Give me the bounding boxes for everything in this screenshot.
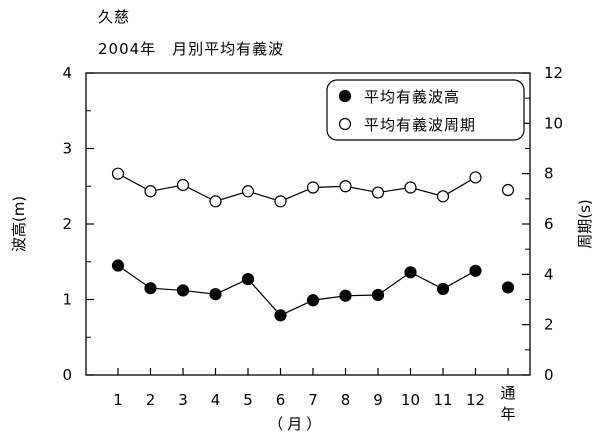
x-axis-title: （月） xyxy=(268,415,325,433)
series-1-point xyxy=(144,282,157,295)
series-1-point xyxy=(209,288,222,301)
right-axis-tick-label: 8 xyxy=(544,165,554,183)
left-axis-tick-label: 4 xyxy=(62,64,72,82)
series-2-point xyxy=(371,186,385,199)
series-1-annual-point xyxy=(501,281,515,294)
right-axis-tick-label: 2 xyxy=(544,316,554,334)
series-2-point xyxy=(436,190,450,203)
series-2-point xyxy=(306,181,320,194)
series-2-point xyxy=(209,195,222,208)
series-2-annual-point xyxy=(501,183,515,197)
chart-location-title: 久慈 xyxy=(98,8,131,26)
x-axis-tick-label: 8 xyxy=(341,391,351,409)
x-axis-tick-label: 4 xyxy=(211,391,221,409)
right-axis-tick-label: 12 xyxy=(544,64,563,82)
right-axis-tick-label: 10 xyxy=(544,114,563,132)
series-1-point xyxy=(111,259,125,272)
series-line-1 xyxy=(117,265,476,317)
series-1-point xyxy=(469,264,482,277)
series-2-point xyxy=(111,167,125,180)
left-axis-title: 波高(m) xyxy=(10,196,28,252)
left-axis-tick-label: 1 xyxy=(62,291,72,309)
x-axis-tick-label: 3 xyxy=(178,391,188,409)
x-axis-annual-label-bottom: 年 xyxy=(500,405,515,423)
series-1-point xyxy=(241,273,255,286)
series-2-point xyxy=(469,171,482,184)
x-axis-tick-label: 9 xyxy=(373,391,383,409)
series-1-point xyxy=(404,266,417,279)
legend-marker-1 xyxy=(338,89,352,103)
legend-label-1: 平均有義波高 xyxy=(364,88,460,106)
series-2-point xyxy=(404,181,417,194)
x-axis-annual-label-top: 通 xyxy=(500,384,515,402)
series-2-point xyxy=(176,178,190,192)
series-1-point xyxy=(371,288,385,302)
series-1-point xyxy=(339,289,352,302)
series-2-point xyxy=(241,185,255,198)
series-1-point xyxy=(436,282,450,296)
series-line-2 xyxy=(117,173,476,202)
series-1-point xyxy=(274,309,287,322)
series-1-point xyxy=(176,284,190,297)
x-axis-tick-label: 12 xyxy=(466,391,485,409)
legend-box xyxy=(326,79,525,141)
series-2-point xyxy=(144,185,157,198)
legend-marker-2 xyxy=(338,117,352,131)
right-axis-tick-label: 4 xyxy=(544,265,554,283)
x-axis-tick-label: 2 xyxy=(146,391,156,409)
x-axis-tick-label: 5 xyxy=(243,391,253,409)
x-axis-tick-label: 7 xyxy=(308,391,318,409)
series-2-point xyxy=(339,180,352,193)
left-axis-tick-label: 2 xyxy=(62,215,72,233)
x-axis-tick-label: 10 xyxy=(401,391,420,409)
x-axis-tick-label: 11 xyxy=(433,391,452,409)
legend-label-2: 平均有義波周期 xyxy=(364,116,476,134)
x-axis-tick-label: 6 xyxy=(276,391,286,409)
left-axis-tick-label: 3 xyxy=(62,140,72,158)
left-axis-tick-label: 0 xyxy=(62,366,72,384)
series-1-point xyxy=(306,294,320,307)
right-axis-title: 周期(s) xyxy=(576,199,594,249)
chart-title: 2004年 月別平均有義波 xyxy=(98,40,285,58)
series-2-point xyxy=(274,195,287,208)
right-axis-tick-label: 6 xyxy=(544,215,554,233)
right-axis-tick-label: 0 xyxy=(544,366,554,384)
x-axis-tick-label: 1 xyxy=(113,391,123,409)
